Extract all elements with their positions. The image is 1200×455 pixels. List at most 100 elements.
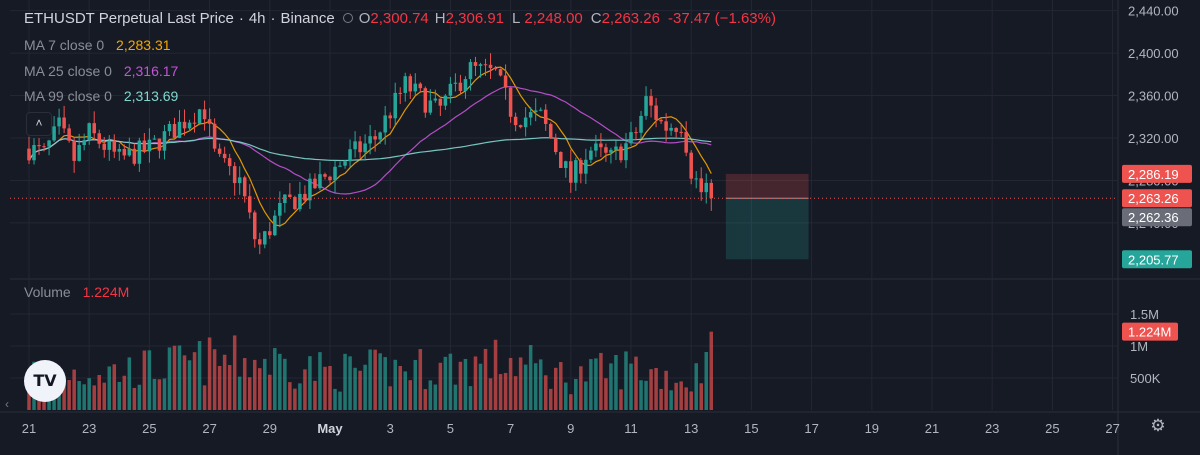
symbol-title[interactable]: ETHUSDT Perpetual Last Price xyxy=(24,10,234,27)
volume-bar xyxy=(674,382,678,410)
candle-body xyxy=(609,149,613,153)
candle-body xyxy=(102,143,107,150)
candle-body xyxy=(488,64,493,69)
volume-legend[interactable]: Volume 1.224M xyxy=(24,284,129,300)
scroll-left-button[interactable]: ‹ xyxy=(0,392,14,416)
volume-bar xyxy=(157,379,162,410)
candle-body xyxy=(232,166,237,184)
volume-bar xyxy=(594,358,598,410)
volume-bar xyxy=(273,348,277,410)
candle-body xyxy=(112,140,117,152)
chart-settings-button[interactable]: ⚙ xyxy=(1146,414,1170,438)
volume-bar xyxy=(87,378,91,410)
candle-body xyxy=(247,196,252,213)
candle-body xyxy=(283,194,287,203)
volume-bar xyxy=(288,382,292,410)
ma7-value: 2,283.31 xyxy=(116,37,171,53)
candle-body xyxy=(192,122,197,124)
volume-bar xyxy=(614,354,618,410)
time-tick-label: 23 xyxy=(985,421,999,436)
candle-body xyxy=(217,148,222,154)
price-label-text: 2,262.36 xyxy=(1128,210,1179,225)
tradingview-logo-icon[interactable]: TV xyxy=(24,360,66,402)
volume-bar xyxy=(232,335,237,410)
candle-body xyxy=(604,147,608,153)
volume-bar xyxy=(523,364,528,410)
volume-bar xyxy=(664,370,668,410)
candle-body xyxy=(599,143,603,148)
time-tick-label: 25 xyxy=(1045,421,1059,436)
interval-label[interactable]: 4h xyxy=(248,10,266,27)
ma25-label: MA 25 close 0 xyxy=(24,63,112,79)
high-label: H xyxy=(434,10,446,27)
volume-bar xyxy=(82,384,86,410)
volume-bar xyxy=(177,345,182,410)
candle-body xyxy=(403,76,408,93)
volume-bar xyxy=(488,378,493,410)
volume-bar xyxy=(102,382,107,410)
candle-body xyxy=(92,123,96,134)
candle-body xyxy=(97,133,101,144)
candle-body xyxy=(513,116,518,126)
volume-bar xyxy=(333,388,337,410)
candle-body xyxy=(443,95,448,106)
candle-body xyxy=(413,83,418,92)
volume-label-badge xyxy=(1122,322,1178,341)
price-label-badge xyxy=(1122,189,1192,208)
volume-bar xyxy=(122,375,127,410)
candle-body xyxy=(127,148,132,156)
candle-body xyxy=(368,136,372,144)
candle-body xyxy=(649,96,653,106)
candle-body xyxy=(132,148,137,164)
volume-bar xyxy=(378,353,382,410)
volume-bar xyxy=(644,380,648,410)
candle-body xyxy=(52,126,56,141)
candle-body xyxy=(167,123,172,132)
candle-body xyxy=(358,141,362,153)
ma7-legend[interactable]: MA 7 close 0 2,283.31 xyxy=(24,37,171,53)
volume-bar xyxy=(368,349,372,410)
candle-body xyxy=(393,92,397,119)
volume-bar xyxy=(629,363,633,410)
volume-bar xyxy=(252,359,257,410)
volume-bar xyxy=(202,385,207,410)
candle-body xyxy=(353,141,357,150)
candle-body xyxy=(42,146,46,148)
candle-body xyxy=(338,165,342,167)
volume-bar xyxy=(453,384,458,410)
volume-bar xyxy=(574,379,578,410)
candle-body xyxy=(468,62,473,80)
candle-body xyxy=(222,153,227,159)
candle-body xyxy=(674,127,678,132)
collapse-legend-button[interactable]: ˄ xyxy=(26,112,52,136)
candle-body xyxy=(308,178,312,201)
candle-body xyxy=(498,69,503,76)
header-separator: · xyxy=(238,10,244,27)
volume-bar xyxy=(569,394,573,410)
volume-bar xyxy=(413,359,418,410)
volume-tick-label: 1.5M xyxy=(1130,307,1159,322)
low-label: L xyxy=(512,10,521,27)
ma25-legend[interactable]: MA 25 close 0 2,316.17 xyxy=(24,63,178,79)
candle-body xyxy=(503,75,508,88)
candle-body xyxy=(197,109,202,124)
candle-body xyxy=(624,143,628,161)
volume-bar xyxy=(278,353,282,410)
volume-bar xyxy=(353,367,357,410)
candle-body xyxy=(664,121,668,131)
volume-bar xyxy=(398,365,402,410)
gear-icon: ⚙ xyxy=(1150,416,1166,435)
volume-bar xyxy=(684,387,688,410)
ma99-legend[interactable]: MA 99 close 0 2,313.69 xyxy=(24,88,178,104)
candle-body xyxy=(634,132,638,134)
time-tick-label: 11 xyxy=(624,421,638,436)
volume-bar xyxy=(268,374,272,410)
volume-bar xyxy=(689,391,693,410)
candle-body xyxy=(142,140,147,152)
candle-body xyxy=(172,123,177,138)
candle-body xyxy=(458,82,463,91)
candle-body xyxy=(303,193,307,201)
ma99-label: MA 99 close 0 xyxy=(24,88,112,104)
